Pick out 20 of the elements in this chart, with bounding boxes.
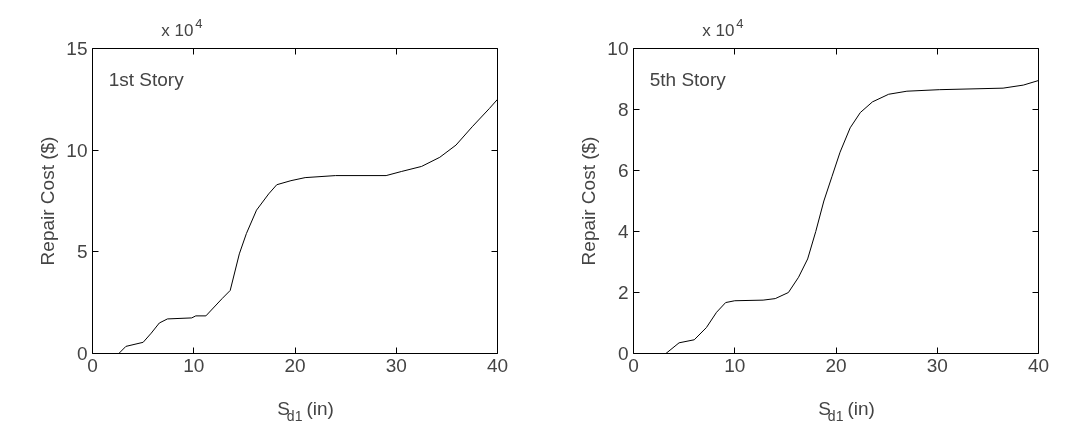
text: 5th Story — [649, 68, 727, 90]
x-tick-label: 10 — [724, 354, 746, 376]
x-tick-label: 40 — [1027, 354, 1050, 376]
x-tick-label: 30 — [385, 354, 407, 376]
x-tick-label: 20 — [825, 354, 847, 376]
y-tick-label: 15 — [66, 38, 88, 59]
y-axis-title: Repair Cost ($) — [37, 136, 59, 266]
y-tick-label: 10 — [66, 139, 88, 161]
y-tick-label: 2 — [617, 282, 629, 303]
text: 1st Story — [108, 68, 185, 90]
x-tick-label: 20 — [284, 354, 306, 376]
y-tick-label: 8 — [617, 99, 629, 120]
x-tick-label: 10 — [183, 354, 205, 376]
y-tick-label: 4 — [617, 221, 629, 242]
y-tick-label: 5 — [76, 241, 88, 263]
y-tick-label: 10 — [607, 38, 629, 59]
x-tick-label: 30 — [926, 354, 948, 376]
y-axis-title: Repair Cost ($) — [578, 136, 600, 266]
y-tick-label: 6 — [617, 160, 629, 181]
x-tick-label: 40 — [486, 354, 509, 376]
